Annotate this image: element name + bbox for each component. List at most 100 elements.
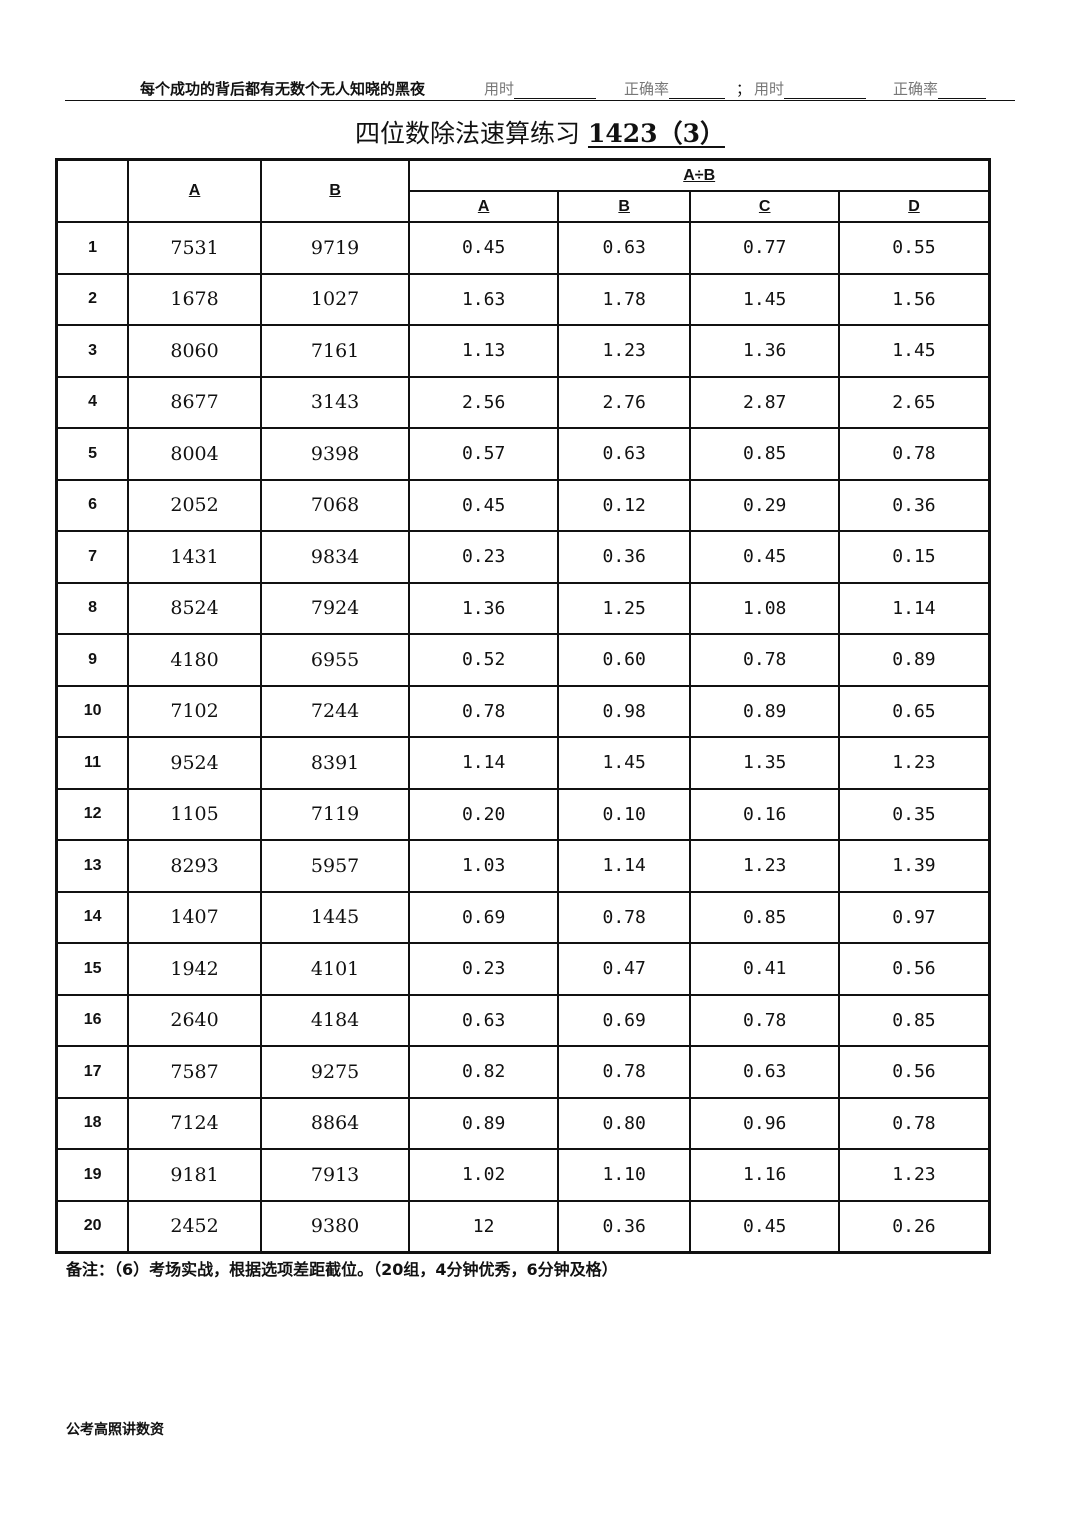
value-a: 7124 — [127, 1096, 262, 1150]
option-b: 0.60 — [556, 633, 692, 687]
value-b: 1027 — [259, 272, 411, 326]
value-b: 6955 — [259, 633, 411, 687]
option-c: 1.45 — [689, 272, 840, 326]
option-d: 0.35 — [837, 787, 991, 841]
table-row: 1 7531 9719 0.45 0.63 0.77 0.55 — [55, 221, 991, 275]
row-number: 17 — [55, 1045, 130, 1099]
table-row: 9 4180 6955 0.52 0.60 0.78 0.89 — [55, 633, 991, 687]
option-a: 0.63 — [408, 993, 559, 1047]
option-b: 1.23 — [556, 324, 692, 378]
row-number: 12 — [55, 787, 130, 841]
row-number: 10 — [55, 684, 130, 738]
row-number: 18 — [55, 1096, 130, 1150]
option-b: 2.76 — [556, 375, 692, 429]
option-d: 0.78 — [837, 427, 991, 481]
row-number: 13 — [55, 839, 130, 893]
option-b: 1.10 — [556, 1148, 692, 1202]
value-a: 1105 — [127, 787, 262, 841]
option-b: 0.78 — [556, 890, 692, 944]
option-a: 0.23 — [408, 942, 559, 996]
header-a: A — [127, 158, 262, 223]
option-b: 0.63 — [556, 221, 692, 275]
option-b: 0.12 — [556, 478, 692, 532]
note: 备注：（6）考场实战，根据选项差距截位。（20组，4分钟优秀，6分钟及格） — [66, 1260, 618, 1279]
option-d: 1.23 — [837, 1148, 991, 1202]
option-a: 0.23 — [408, 530, 559, 584]
value-a: 1678 — [127, 272, 262, 326]
time-field-2: 用时 — [754, 78, 867, 99]
value-a: 1431 — [127, 530, 262, 584]
option-a: 0.20 — [408, 787, 559, 841]
value-b: 8864 — [259, 1096, 411, 1150]
row-number: 14 — [55, 890, 130, 944]
value-b: 8391 — [259, 736, 411, 790]
option-b: 0.69 — [556, 993, 692, 1047]
option-d: 0.89 — [837, 633, 991, 687]
option-c: 0.85 — [689, 427, 840, 481]
value-b: 4101 — [259, 942, 411, 996]
value-b: 7068 — [259, 478, 411, 532]
value-b: 9834 — [259, 530, 411, 584]
option-c: 0.45 — [689, 1199, 840, 1254]
value-a: 8004 — [127, 427, 262, 481]
option-d: 0.26 — [837, 1199, 991, 1254]
option-b: 1.25 — [556, 581, 692, 635]
option-b: 0.80 — [556, 1096, 692, 1150]
accuracy-blank-2 — [938, 82, 987, 99]
time-blank-2 — [784, 82, 867, 99]
value-a: 7531 — [127, 221, 262, 275]
accuracy-label-2: 正确率 — [893, 80, 939, 98]
option-c: 0.45 — [689, 530, 840, 584]
table-row: 19 9181 7913 1.02 1.10 1.16 1.23 — [55, 1148, 991, 1202]
value-a: 7102 — [127, 684, 262, 738]
row-number: 2 — [55, 272, 130, 326]
row-number: 4 — [55, 375, 130, 429]
option-b: 0.63 — [556, 427, 692, 481]
table-row: 16 2640 4184 0.63 0.69 0.78 0.85 — [55, 993, 991, 1047]
option-d: 1.23 — [837, 736, 991, 790]
value-b: 7161 — [259, 324, 411, 378]
row-number: 3 — [55, 324, 130, 378]
option-c: 0.96 — [689, 1096, 840, 1150]
option-c: 1.23 — [689, 839, 840, 893]
option-b: 0.36 — [556, 530, 692, 584]
row-number: 8 — [55, 581, 130, 635]
accuracy-blank-1 — [669, 82, 726, 99]
table-row: 6 2052 7068 0.45 0.12 0.29 0.36 — [55, 478, 991, 532]
header-option-c: C — [689, 190, 840, 223]
option-a: 1.13 — [408, 324, 559, 378]
value-a: 7587 — [127, 1045, 262, 1099]
option-b: 0.78 — [556, 1045, 692, 1099]
value-b: 9398 — [259, 427, 411, 481]
table-body: 1 7531 9719 0.45 0.63 0.77 0.55 2 1678 1027 1.63 1.… — [55, 221, 991, 1254]
option-c: 1.16 — [689, 1148, 840, 1202]
option-a: 0.69 — [408, 890, 559, 944]
option-d: 2.65 — [837, 375, 991, 429]
exercise-table: A B A÷B A B C D 1 7531 9719 0.45 0.63 0.77 0.5… — [55, 158, 991, 1254]
header-divider — [65, 100, 1015, 101]
table-row: 5 8004 9398 0.57 0.63 0.85 0.78 — [55, 427, 991, 481]
title-code: 1423（3） — [587, 119, 725, 148]
accuracy-label-1: 正确率 — [624, 80, 670, 98]
value-b: 9275 — [259, 1045, 411, 1099]
row-number: 7 — [55, 530, 130, 584]
option-c: 1.08 — [689, 581, 840, 635]
option-a: 0.82 — [408, 1045, 559, 1099]
option-d: 1.39 — [837, 839, 991, 893]
header-option-d: D — [837, 190, 991, 223]
option-c: 0.89 — [689, 684, 840, 738]
table-row: 18 7124 8864 0.89 0.80 0.96 0.78 — [55, 1096, 991, 1150]
row-number: 16 — [55, 993, 130, 1047]
value-b: 7119 — [259, 787, 411, 841]
table-row: 17 7587 9275 0.82 0.78 0.63 0.56 — [55, 1045, 991, 1099]
row-number: 19 — [55, 1148, 130, 1202]
value-a: 8293 — [127, 839, 262, 893]
option-d: 1.45 — [837, 324, 991, 378]
row-number: 20 — [55, 1199, 130, 1254]
table-row: 8 8524 7924 1.36 1.25 1.08 1.14 — [55, 581, 991, 635]
header-b: B — [259, 158, 411, 223]
option-a: 0.78 — [408, 684, 559, 738]
value-b: 7924 — [259, 581, 411, 635]
option-d: 0.56 — [837, 1045, 991, 1099]
